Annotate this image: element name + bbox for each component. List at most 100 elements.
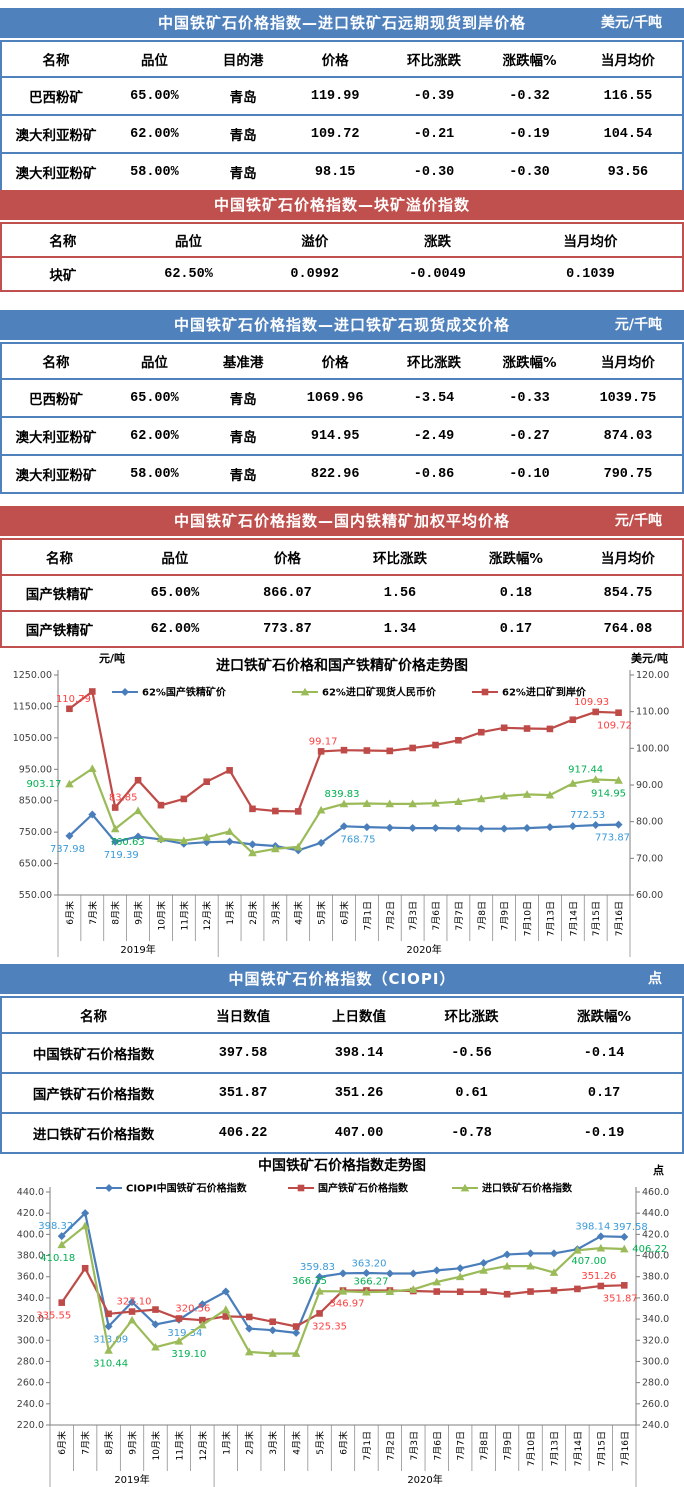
square-marker-icon [226, 767, 233, 774]
axis-unit-left: 元/吨 [99, 651, 125, 665]
diamond-marker-icon [568, 822, 577, 831]
square-marker-icon [294, 808, 302, 815]
data-point-label: 335.55 [36, 1311, 71, 1322]
header-row: 名称 品位 溢价 涨跌 当月均价 [1, 223, 683, 258]
header-row: 名称 品位 目的港 价格 环比涨跌 涨跌幅% 当月均价 [1, 41, 683, 78]
square-marker-icon [199, 1316, 206, 1324]
chart-title: 中国铁矿石价格指数走势图 [258, 1157, 426, 1174]
triangle-marker-icon [291, 1349, 301, 1357]
cell: -0.78 [417, 1113, 527, 1153]
triangle-marker-icon [460, 1183, 470, 1192]
data-point-label: 719.39 [104, 850, 139, 861]
triangle-marker-icon [316, 805, 326, 814]
cell: 62.00% [110, 417, 199, 456]
diamond-marker-icon [340, 822, 348, 831]
cell: 青岛 [198, 455, 288, 493]
diamond-marker-icon [477, 824, 486, 833]
triangle-marker-icon [385, 1287, 395, 1295]
square-marker-icon [500, 724, 508, 732]
table-row: 国产铁精矿 65.00% 866.07 1.56 0.18 854.75 [1, 575, 683, 612]
cell: 58.00% [110, 153, 199, 191]
square-marker-icon [249, 805, 256, 813]
data-point-label: 407.00 [571, 1256, 606, 1267]
data-table: 名称 品位 基准港 价格 环比涨跌 涨跌幅% 当月均价 巴西粉矿 65.00% 青岛 1069.96… [0, 342, 684, 494]
square-marker-icon [409, 744, 416, 752]
legend-label: CIOPI中国铁矿石价格指数 [126, 1182, 248, 1195]
table-title: 中国铁矿石价格指数—进口铁矿石远期现货到岸价格 [157, 14, 526, 32]
square-marker-icon [620, 1282, 628, 1289]
data-point-label: 398.32 [38, 1221, 73, 1232]
y-axis-tick-label: 360.0 [17, 1272, 44, 1283]
triangle-marker-icon [619, 1244, 629, 1253]
x-axis-category-label: 7月3日 [409, 1431, 420, 1460]
triangle-marker-icon [110, 824, 120, 833]
x-axis-category-label: 9月末 [133, 901, 145, 925]
x-axis-category-label: 7月10日 [526, 1431, 537, 1466]
diamond-marker-icon [57, 1232, 66, 1241]
table-header-band: 中国铁矿石价格指数（CIOPI） 点 [0, 964, 684, 994]
diamond-marker-icon [221, 1287, 230, 1296]
column-header: 涨跌 [376, 223, 499, 258]
diamond-marker-icon [105, 1184, 113, 1192]
cell: -0.19 [526, 1113, 683, 1153]
square-marker-icon [386, 747, 394, 755]
diamond-marker-icon [104, 1322, 113, 1331]
cell: 巴西粉矿 [1, 379, 111, 418]
cell: -0.27 [485, 417, 574, 456]
table-domestic-concentrate: 中国铁矿石价格指数—国内铁精矿加权平均价格 元/千吨 名称 品位 价格 环比涨跌 涨跌幅% 当… [0, 506, 684, 648]
triangle-marker-icon [65, 779, 74, 788]
table-row: 澳大利亚粉矿 58.00% 青岛 98.15 -0.30 -0.30 93.56 [1, 153, 683, 191]
y2-axis-tick-label: 340.0 [642, 1314, 669, 1325]
cell: 国产铁精矿 [1, 611, 117, 647]
diamond-marker-icon [292, 1328, 301, 1337]
triangle-marker-icon [596, 1243, 606, 1252]
triangle-marker-icon [57, 1240, 67, 1249]
y-axis-tick-label: 220.0 [17, 1420, 44, 1431]
diamond-marker-icon [362, 1269, 371, 1278]
square-marker-icon [175, 1315, 183, 1322]
table-title: 中国铁矿石价格指数（CIOPI） [228, 970, 456, 988]
cell: 98.15 [287, 153, 383, 191]
cell: 398.14 [301, 1033, 417, 1074]
column-header: 品位 [116, 539, 233, 576]
y-axis-tick-label: 340.0 [17, 1293, 44, 1304]
diamond-marker-icon [362, 823, 371, 832]
diamond-marker-icon [432, 1266, 441, 1275]
cell: -0.30 [382, 153, 486, 191]
y-axis-tick-label: 950.00 [19, 764, 52, 775]
cell: 0.1039 [498, 257, 683, 291]
cell: 397.58 [185, 1033, 302, 1074]
triangle-marker-icon [522, 790, 532, 798]
x-axis-category-label: 7月15日 [591, 901, 602, 936]
y-axis-tick-label: 280.0 [17, 1356, 44, 1367]
x-axis-category-label: 7月13日 [545, 901, 556, 936]
column-header: 环比涨跌 [382, 41, 486, 78]
triangle-marker-icon [385, 799, 395, 808]
cell: -0.14 [526, 1033, 683, 1074]
x-axis-category-label: 7月6日 [432, 1431, 443, 1460]
header-row: 名称 当日数值 上日数值 环比涨跌 涨跌幅% [1, 997, 683, 1034]
cell: 青岛 [198, 77, 288, 116]
table-row: 巴西粉矿 65.00% 青岛 1069.96 -3.54 -0.33 1039.75 [1, 379, 683, 418]
y-axis-tick-label: 300.0 [17, 1335, 44, 1346]
x-axis-category-label: 10月末 [155, 901, 167, 930]
table-unit: 点 [648, 971, 662, 987]
cell: 407.00 [301, 1113, 417, 1153]
cell: 青岛 [198, 153, 288, 191]
triangle-marker-icon [80, 1221, 90, 1230]
column-header: 名称 [1, 997, 186, 1034]
data-point-label: 325.35 [312, 1321, 347, 1332]
data-point-label: 398.14 [575, 1221, 610, 1232]
diamond-marker-icon [523, 824, 532, 833]
diamond-marker-icon [549, 1249, 558, 1258]
column-header: 名称 [1, 223, 124, 258]
data-point-label: 760.63 [110, 837, 145, 848]
x-axis-category-label: 10月末 [150, 1431, 162, 1460]
x-axis-category-label: 11月末 [173, 1431, 185, 1460]
square-marker-icon [546, 725, 554, 733]
square-marker-icon [105, 1310, 112, 1318]
table-import-forward-cfr: 中国铁矿石价格指数—进口铁矿石远期现货到岸价格 美元/千吨 名称 品位 目的港 价格 环比涨… [0, 8, 684, 192]
triangle-marker-icon [300, 687, 310, 696]
triangle-marker-icon [545, 790, 555, 799]
legend-label: 62%国产铁精矿价 [142, 686, 227, 699]
